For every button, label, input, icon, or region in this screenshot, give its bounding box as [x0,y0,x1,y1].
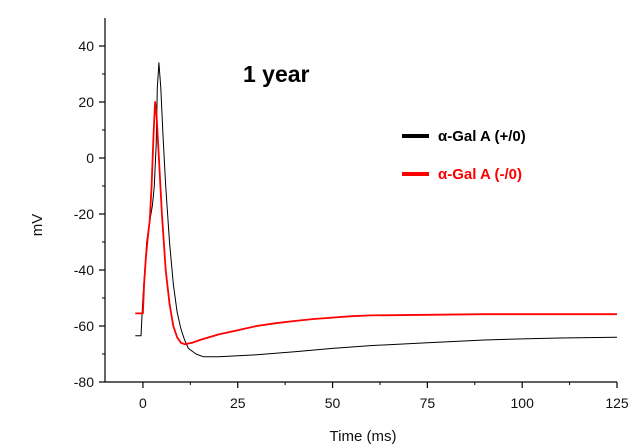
y-tick-label-3: -20 [74,206,94,222]
x-tick-label-5: 125 [605,395,628,411]
series-line-1 [135,101,617,346]
x-tick-label-4: 100 [511,395,535,411]
x-tick-label-2: 50 [325,395,341,411]
x-axis-label: Time (ms) [330,428,397,445]
y-tick-label-0: -80 [74,374,94,390]
x-tick-label-0: 0 [139,395,147,411]
legend-label-1: α-Gal A (-/0) [438,166,522,183]
plot-series [135,62,618,358]
legend-label-0: α-Gal A (+/0) [438,128,526,145]
x-tick-label-1: 25 [230,395,246,411]
x-tick-label-3: 75 [420,395,436,411]
legend: α-Gal A (+/0) α-Gal A (-/0) [402,128,526,183]
y-axis-label: mV [29,214,46,237]
y-tick-label-1: -60 [74,318,94,334]
chart-annotation: 1 year [243,61,310,87]
series-line-0 [135,62,618,358]
y-tick-label-2: -40 [74,262,94,278]
x-ticks: 0 25 50 75 100 125 [139,382,628,411]
y-tick-label-5: 20 [78,94,94,110]
axes: 0 25 50 75 100 125 -80 -60 -40 -20 0 20 40 [74,18,628,411]
y-tick-label-6: 40 [78,38,94,54]
y-tick-label-4: 0 [86,150,94,166]
y-ticks: -80 -60 -40 -20 0 20 40 [74,38,105,390]
